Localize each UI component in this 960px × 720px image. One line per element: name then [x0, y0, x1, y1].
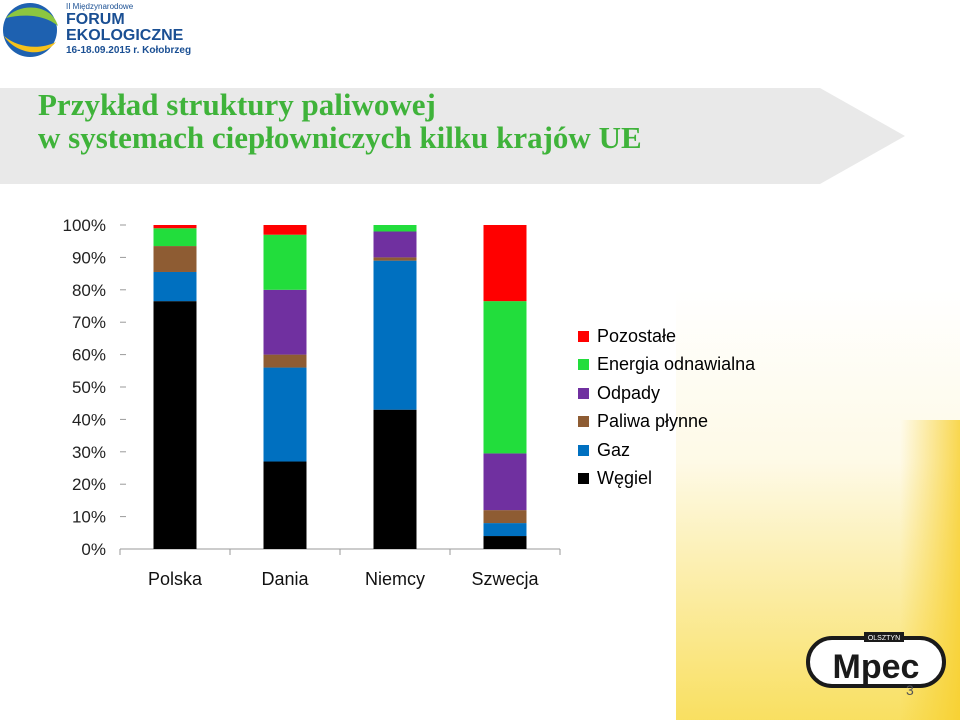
legend-label: Paliwa płynne — [597, 411, 709, 432]
bar-segment — [373, 257, 417, 261]
forum-logo-dates: 16-18.09.2015 r. Kołobrzeg — [66, 45, 192, 56]
bar-segment — [153, 271, 197, 302]
svg-text:Mpec: Mpec — [833, 648, 920, 686]
bar-segment — [483, 510, 527, 524]
mpec-olsztyn-logo: OLSZTYN Mpec — [806, 632, 946, 688]
legend-item: Odpady — [578, 379, 755, 408]
bar-segment — [483, 536, 527, 549]
bar-segment — [153, 246, 197, 272]
legend-swatch — [578, 330, 589, 342]
legend-label: Węgiel — [597, 468, 653, 489]
forum-ekologiczne-logo: II Międzynarodowe FORUM EKOLOGICZNE 16-1… — [0, 0, 200, 62]
bar-segment — [483, 453, 527, 511]
title-banner — [0, 88, 905, 184]
y-tick-label: 30% — [72, 443, 106, 462]
bar-segment — [263, 461, 307, 549]
bar-segment — [263, 354, 307, 368]
legend-swatch — [578, 473, 589, 485]
forum-logo-line2: EKOLOGICZNE — [66, 27, 184, 44]
x-tick-label: Niemcy — [365, 569, 425, 589]
bar-segment — [373, 260, 417, 410]
legend-label: Energia odnawialna — [597, 354, 756, 375]
bar-segment — [373, 231, 417, 258]
page-number: 3 — [906, 682, 914, 698]
legend-item: Paliwa płynne — [578, 408, 755, 437]
bar-segment — [263, 225, 307, 235]
legend-swatch — [578, 387, 589, 399]
legend-label: Pozostałe — [597, 325, 677, 346]
legend-item: Energia odnawialna — [578, 351, 755, 380]
y-tick-label: 40% — [72, 410, 106, 429]
y-tick-label: 0% — [81, 540, 106, 559]
y-tick-label: 70% — [72, 313, 106, 332]
forum-logo-subtitle: II Międzynarodowe — [66, 2, 134, 11]
bar-segment — [153, 301, 197, 549]
x-tick-label: Szwecja — [471, 569, 539, 589]
slide-title: Przykład struktury paliwowej w systemach… — [38, 87, 642, 155]
svg-text:OLSZTYN: OLSZTYN — [868, 635, 900, 642]
legend-item: Gaz — [578, 436, 755, 465]
y-tick-label: 100% — [63, 216, 106, 235]
bar-segment — [153, 228, 197, 247]
forum-logo-line1: FORUM — [66, 11, 125, 28]
bar-segment — [263, 367, 307, 462]
bar-segment — [153, 225, 197, 229]
bar-segment — [483, 523, 527, 537]
legend-label: Gaz — [597, 439, 631, 460]
legend-item: Pozostałe — [578, 322, 755, 351]
legend-item: Węgiel — [578, 465, 755, 494]
bar-segment — [483, 301, 527, 454]
bar-segment — [483, 225, 527, 302]
forum-globe-icon — [3, 3, 58, 57]
y-tick-label: 20% — [72, 475, 106, 494]
legend-swatch — [578, 444, 589, 456]
y-tick-label: 50% — [72, 378, 106, 397]
bar-segment — [263, 289, 307, 355]
legend-swatch — [578, 416, 589, 428]
y-tick-label: 10% — [72, 508, 106, 527]
bar-segment — [263, 234, 307, 290]
y-tick-label: 60% — [72, 346, 106, 365]
legend-swatch — [578, 359, 589, 371]
x-tick-label: Polska — [148, 569, 203, 589]
bar-segment — [373, 409, 417, 549]
y-tick-label: 80% — [72, 281, 106, 300]
bar-segment — [373, 225, 417, 232]
chart-legend: Pozostałe Energia odnawialna Odpady Paliwa … — [578, 322, 755, 493]
legend-label: Odpady — [597, 382, 661, 403]
x-tick-label: Dania — [261, 569, 309, 589]
y-tick-label: 90% — [72, 248, 106, 267]
